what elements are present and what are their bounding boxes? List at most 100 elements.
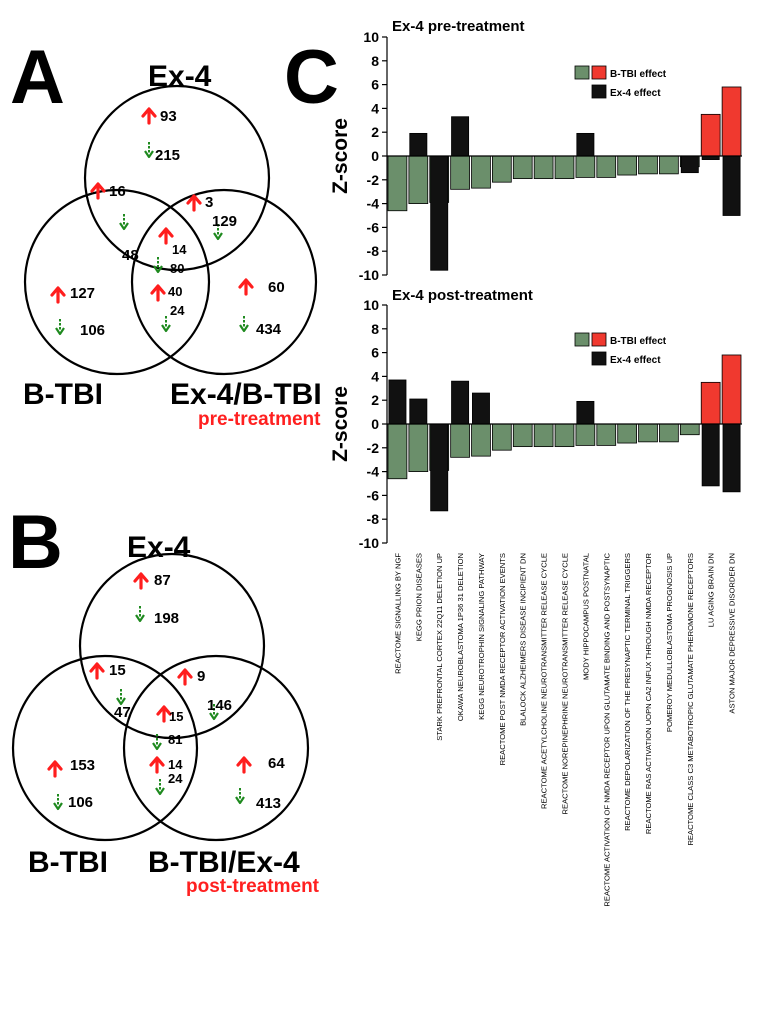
chart-0-btbi-bar-3 (450, 155, 470, 190)
chart-0-ytick-label: 6 (371, 77, 379, 93)
venn-b-top-down-arrow-icon (135, 606, 145, 623)
chart-category-label-6: BLALOCK ALZHEIMERS DISEASE INCIPIENT DN (519, 553, 528, 726)
chart-0-btbi-bar-0 (387, 155, 408, 212)
venn-a-top-down-count: 215 (155, 147, 180, 164)
chart-0-btbi-bar-1 (408, 155, 429, 204)
chart-0-ex4-bar-9 (576, 132, 595, 157)
venn-a-set-right-label: Ex-4/B-TBI (170, 378, 322, 411)
chart-1-btbi-bar-11 (617, 423, 637, 444)
chart-0-ylabel: Z-score (329, 118, 352, 194)
chart-category-label-7: REACTOME ACETYLCHOLINE NEUROTRANSMITTER … (540, 553, 549, 809)
venn-b-circle-right (122, 654, 310, 842)
chart-1-legend-btbi-green-swatch (574, 332, 590, 347)
chart-1-ytick-label: 10 (363, 297, 379, 313)
venn-b-tl-up-count: 15 (109, 662, 126, 679)
venn-a-center-down-count: 80 (170, 261, 184, 276)
venn-b-tr-down-count: 146 (207, 697, 232, 714)
chart-0-ytick-label: 0 (371, 148, 379, 164)
chart-1-btbi-bar-16 (721, 354, 742, 425)
chart-0-btbi-bar-15 (700, 113, 721, 157)
venn-a-tr-down-arrow-icon (213, 224, 223, 241)
venn-a-left-down-arrow-icon (55, 319, 65, 336)
chart-1-btbi-bar-1 (408, 423, 429, 472)
venn-a-left-down-count: 106 (80, 322, 105, 339)
venn-b-tl-down-count: 47 (114, 704, 131, 721)
chart-1-btbi-bar-0 (387, 423, 408, 480)
chart-0-ytick-label: 10 (363, 29, 379, 45)
venn-b-top-down-count: 198 (154, 610, 179, 627)
venn-a-left-up-arrow-icon (50, 286, 66, 304)
chart-0-ytick-label: -8 (367, 243, 380, 259)
venn-a-tl-up-arrow-icon (90, 182, 106, 200)
venn-b-condition-label: post-treatment (186, 876, 320, 897)
venn-b-right-down-arrow-icon (235, 788, 245, 805)
chart-1-btbi-bar-14 (679, 423, 700, 436)
chart-category-label-14: REACTOME CLASS C3 METABOTROPIC GLUTAMATE… (686, 553, 695, 846)
venn-a-tr-down-count: 129 (212, 213, 237, 230)
chart-0-legend-btbi-label: B-TBI effect (610, 69, 667, 80)
chart-1-ytick-label: 4 (371, 368, 379, 384)
chart-1-btbi-bar-15 (700, 381, 721, 425)
venn-b-right-down-count: 413 (256, 795, 281, 812)
venn-a-lr-down-arrow-icon (161, 316, 171, 333)
venn-b-circle-left (11, 654, 199, 842)
venn-b-set-left-label: B-TBI (28, 846, 108, 879)
venn-a-center-up-count: 14 (172, 242, 187, 257)
chart-0-btbi-bar-5 (492, 155, 512, 183)
venn-a-circle-top (83, 84, 271, 272)
chart-1-btbi-bar-5 (492, 423, 512, 451)
chart-0-btbi-bar-10 (596, 155, 617, 178)
chart-1-btbi-bar-3 (450, 423, 470, 458)
chart-0-legend-ex4-swatch (591, 84, 607, 99)
venn-a-center-down-arrow-icon (153, 257, 163, 274)
venn-a-right-up-count: 60 (268, 279, 285, 296)
chart-category-label-8: REACTOME NOREPINEPHRINE NEUROTRANSMITTER… (561, 553, 570, 814)
chart-1-ex4-bar-2 (430, 423, 449, 512)
chart-1-btbi-bar-10 (596, 423, 617, 446)
chart-1-ytick-label: 2 (371, 392, 379, 408)
venn-b-tr-up-count: 9 (197, 668, 205, 685)
chart-category-label-3: OKAWA NEUROBLASTOMA 1P36 31 DELETION (456, 553, 465, 721)
chart-0-legend-btbi-green-swatch (574, 65, 590, 80)
venn-b-tl-up-arrow-icon (89, 662, 105, 680)
chart-1-ytick-label: -6 (367, 487, 380, 503)
venn-b-lr-down-arrow-icon (155, 779, 165, 796)
chart-1-ytick-label: -8 (367, 511, 380, 527)
chart-1-ex4-bar-9 (576, 400, 595, 425)
venn-a-tl-up-count: 16 (109, 183, 126, 200)
chart-category-label-13: POMEROY MEDULLOBLASTOMA PROGNOSIS UP (665, 553, 674, 732)
venn-b-right-up-arrow-icon (236, 756, 252, 774)
chart-0-title: Ex-4 pre-treatment (392, 18, 525, 35)
chart-0-ytick-label: 2 (371, 124, 379, 140)
chart-1-btbi-bar-4 (471, 423, 491, 457)
venn-a-top-down-arrow-icon (144, 142, 154, 159)
chart-0-btbi-bar-6 (512, 155, 533, 180)
chart-1-legend-ex4-label: Ex-4 effect (610, 355, 661, 366)
chart-0-btbi-bar-13 (659, 155, 679, 175)
chart-0-ex4-bar-2 (430, 155, 449, 271)
chart-0-ytick-label: 8 (371, 53, 379, 69)
chart-0-btbi-bar-12 (638, 155, 658, 175)
venn-b-circle-top (78, 552, 266, 740)
chart-0-ex4-bar-14 (680, 155, 699, 174)
venn-b-left-down-count: 106 (68, 794, 93, 811)
chart-category-label-1: KEGG PRION DISEASES (414, 553, 423, 641)
chart-1-btbi-bar-7 (533, 423, 554, 448)
venn-a-tr-up-arrow-icon (186, 194, 202, 212)
chart-1-btbi-bar-12 (638, 423, 658, 443)
venn-a-tl-down-arrow-icon (119, 214, 129, 231)
venn-a-left-up-count: 127 (70, 285, 95, 302)
venn-b-tr-up-arrow-icon (177, 668, 193, 686)
venn-a-right-up-arrow-icon (238, 278, 254, 296)
chart-0-ex4-bar-3 (451, 116, 470, 157)
venn-b-top-up-count: 87 (154, 572, 171, 589)
chart-category-label-10: REACTOME ACTIVATION OF NMDA RECEPTOR UPO… (602, 552, 611, 906)
venn-b-lr-up-count: 14 (168, 757, 183, 772)
chart-1-ytick-label: -10 (359, 535, 379, 551)
chart-0-btbi-bar-7 (533, 155, 554, 180)
venn-b-left-down-arrow-icon (53, 794, 63, 811)
chart-0-ytick-label: -4 (367, 196, 380, 212)
chart-0-ytick-label: -2 (367, 172, 380, 188)
chart-1-ytick-label: -4 (367, 464, 380, 480)
